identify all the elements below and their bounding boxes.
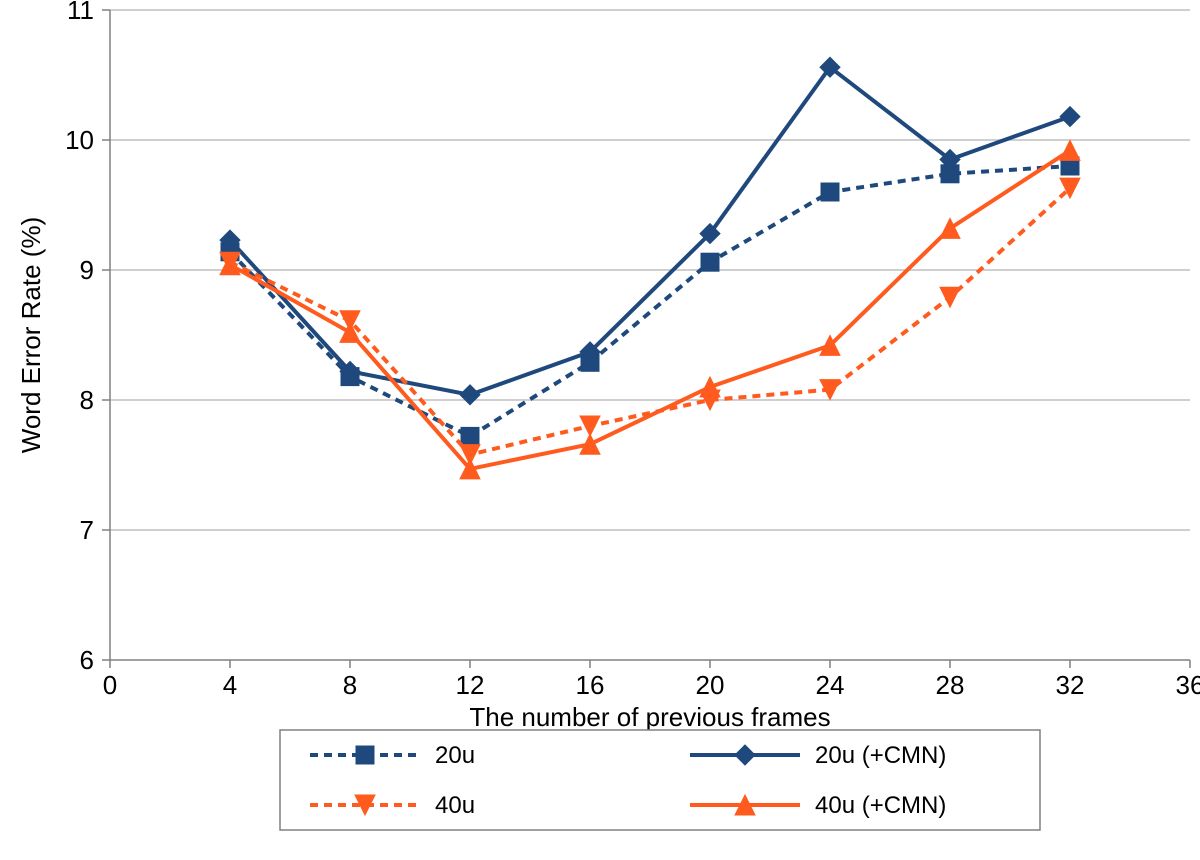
series-marker-20u bbox=[821, 183, 839, 201]
legend-label-20u: 20u bbox=[435, 742, 475, 769]
x-tick-label: 4 bbox=[223, 670, 237, 700]
legend-label-40u_cmn: 40u (+CMN) bbox=[815, 792, 946, 819]
y-tick-label: 9 bbox=[80, 255, 94, 285]
y-tick-label: 10 bbox=[65, 125, 94, 155]
x-axis-label: The number of previous frames bbox=[469, 702, 830, 732]
y-axis-label: Word Error Rate (%) bbox=[16, 217, 46, 453]
x-tick-label: 32 bbox=[1056, 670, 1085, 700]
series-marker-20u bbox=[461, 427, 479, 445]
x-tick-label: 12 bbox=[456, 670, 485, 700]
line-chart: 6 7 8 9 10 11 0 4 8 12 16 20 24 28 32 36 The number of p… bbox=[0, 0, 1200, 860]
x-tick-label: 36 bbox=[1176, 670, 1200, 700]
legend-marker-20u bbox=[356, 746, 374, 764]
legend-label-40u: 40u bbox=[435, 792, 475, 819]
x-tick-label: 20 bbox=[696, 670, 725, 700]
plot-area bbox=[110, 10, 1190, 660]
series-marker-20u bbox=[701, 253, 719, 271]
y-tick-label: 6 bbox=[80, 645, 94, 675]
x-tick-label: 28 bbox=[936, 670, 965, 700]
chart-container: 6 7 8 9 10 11 0 4 8 12 16 20 24 28 32 36 The number of p… bbox=[0, 0, 1200, 860]
x-tick-label: 0 bbox=[103, 670, 117, 700]
x-tick-label: 8 bbox=[343, 670, 357, 700]
y-tick-label: 8 bbox=[80, 385, 94, 415]
x-tick-label: 24 bbox=[816, 670, 845, 700]
y-tick-label: 7 bbox=[80, 515, 94, 545]
legend-label-20u_cmn: 20u (+CMN) bbox=[815, 742, 946, 769]
x-tick-label: 16 bbox=[576, 670, 605, 700]
y-tick-label: 11 bbox=[67, 0, 94, 25]
